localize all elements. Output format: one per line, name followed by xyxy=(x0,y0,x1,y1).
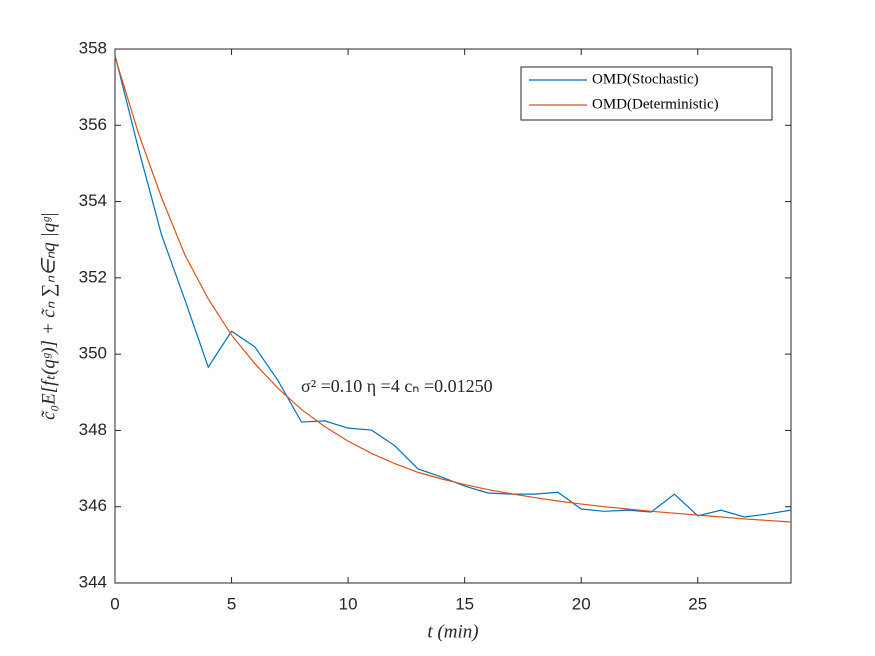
y-tick-label: 358 xyxy=(79,38,107,57)
y-tick-label: 354 xyxy=(79,191,107,210)
y-tick-label: 344 xyxy=(79,572,107,591)
x-axis-label: t (min) xyxy=(427,621,478,642)
legend-label: OMD(Deterministic) xyxy=(592,96,719,112)
x-tick-label: 20 xyxy=(572,594,591,613)
y-tick-label: 352 xyxy=(79,267,107,286)
x-tick-label: 15 xyxy=(455,594,474,613)
annotation: σ² =0.10 η =4 cₙ =0.01250 xyxy=(301,376,493,396)
x-tick-label: 25 xyxy=(688,594,707,613)
x-tick-label: 0 xyxy=(110,594,119,613)
y-tick-label: 350 xyxy=(79,344,107,363)
plot-area xyxy=(114,48,792,584)
series-line xyxy=(114,56,792,523)
legend-box xyxy=(520,66,773,121)
y-tick-label: 356 xyxy=(79,115,107,134)
legend-label: OMD(Stochastic) xyxy=(592,71,699,87)
x-tick-label: 5 xyxy=(227,594,236,613)
x-tick-label: 10 xyxy=(339,594,358,613)
y-tick-label: 348 xyxy=(79,420,107,439)
y-axis-label: c̃₀E[fₜ(qᵍ)] + c̃ₙ ∑ₙ∈ₙq |qᵍ| xyxy=(38,212,59,420)
y-tick-label: 346 xyxy=(79,496,107,515)
